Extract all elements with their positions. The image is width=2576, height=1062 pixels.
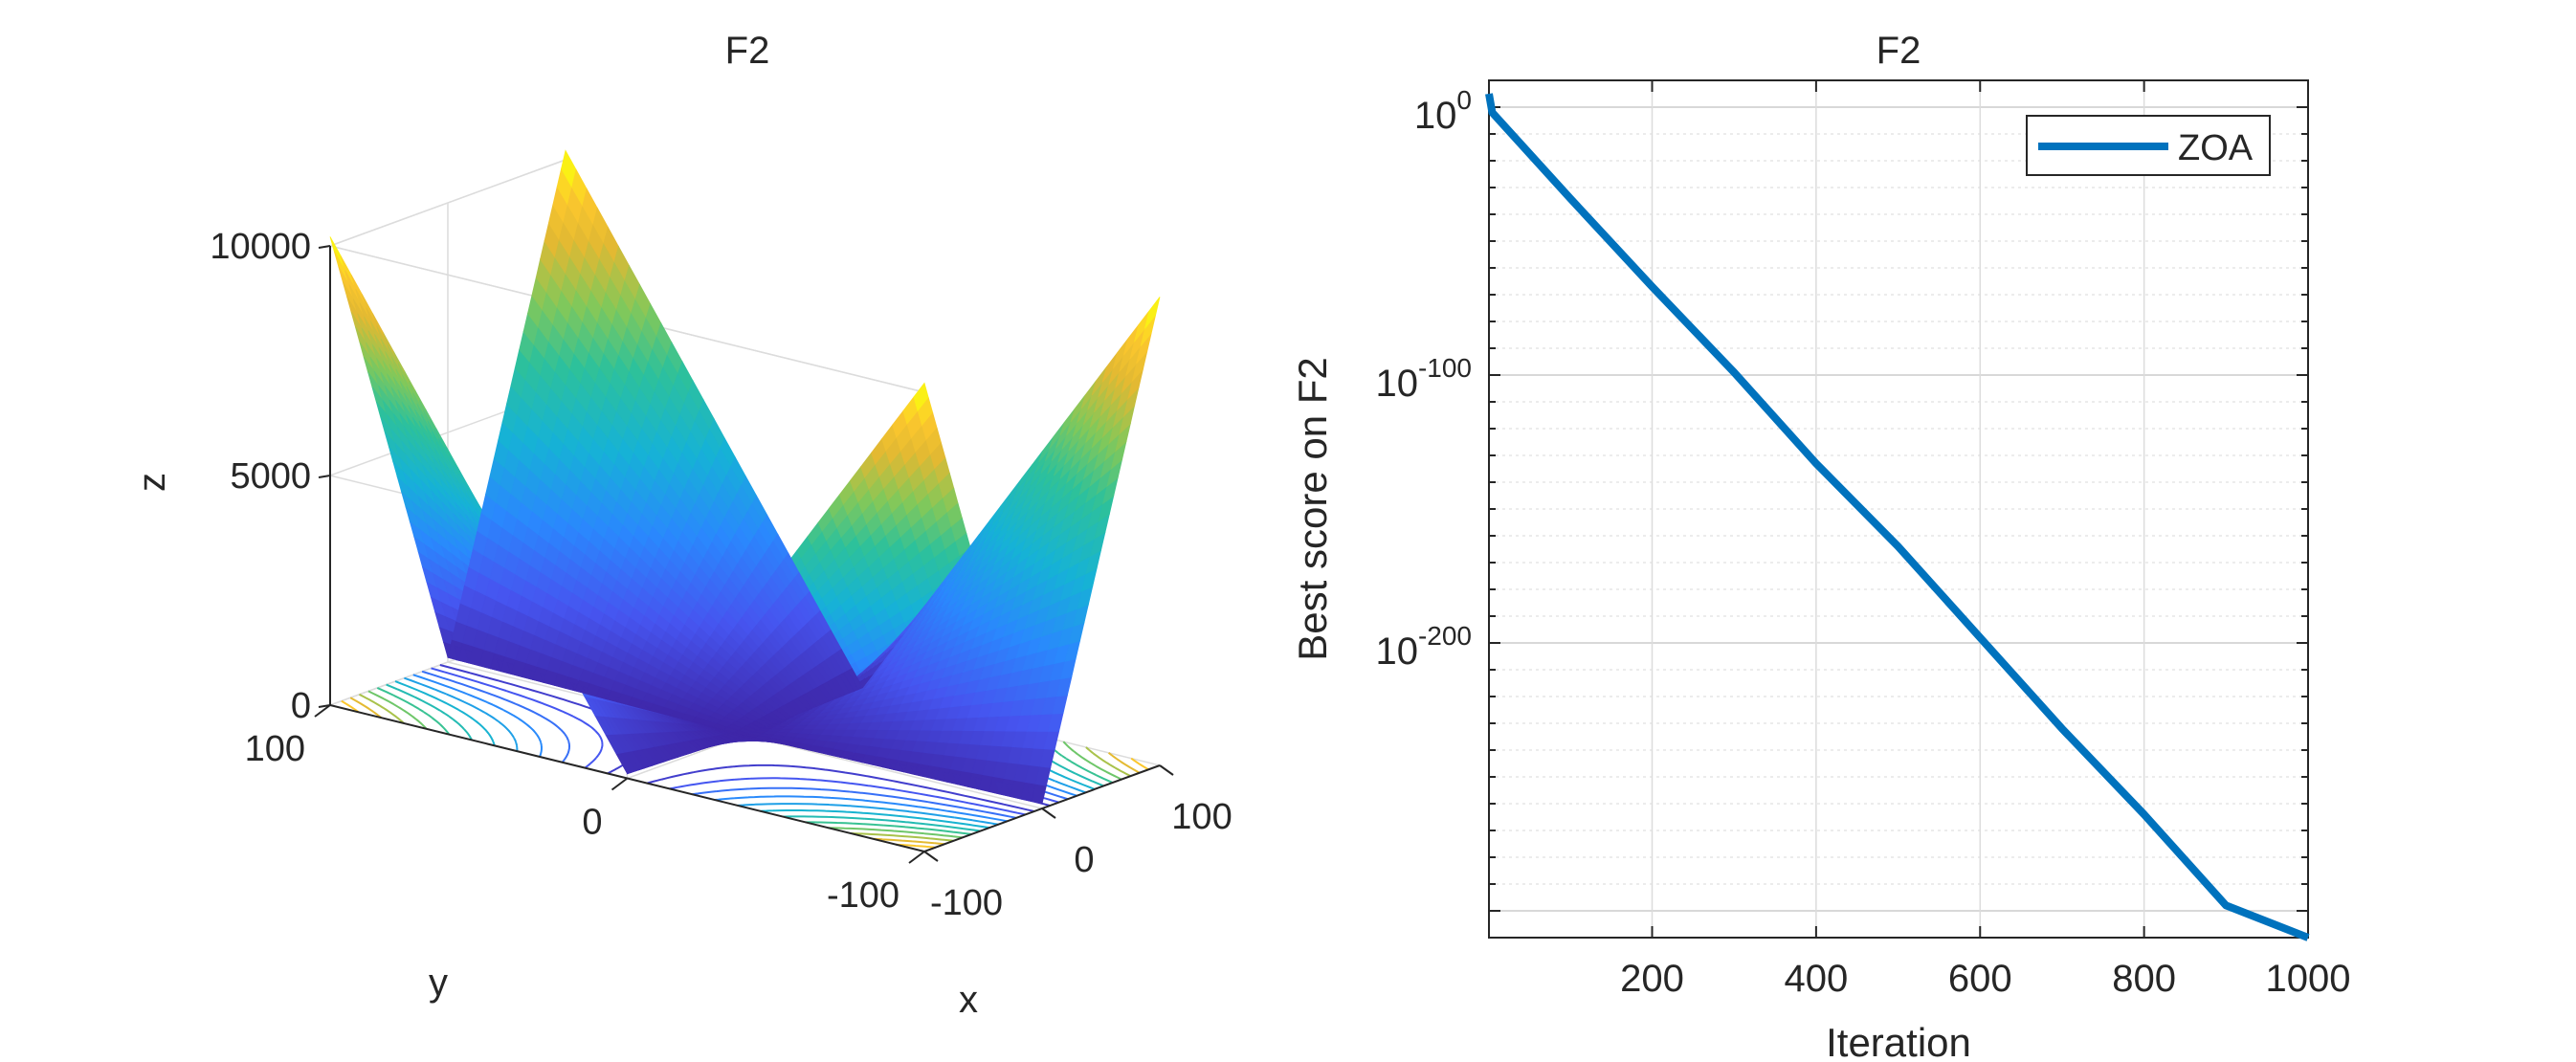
surface-x-tick: [1041, 808, 1056, 819]
legend: ZOA: [2026, 115, 2271, 176]
surface-x-tick: [1159, 764, 1174, 776]
convergence-series: [1485, 93, 2310, 941]
surface-y-tick: [314, 704, 331, 718]
surface-z-tick-label: 5000: [230, 456, 311, 497]
convergence-x-tick-label: 1000: [2266, 958, 2351, 1000]
series-line-zoa: [1485, 93, 2310, 941]
surface-axes: [314, 245, 1174, 864]
legend-label-zoa: ZOA: [2178, 128, 2254, 168]
convergence-x-label: Iteration: [1826, 1020, 1971, 1062]
surface-y-tick: [908, 851, 925, 864]
convergence-title: F2: [1876, 30, 1921, 72]
surface-z-tick: [318, 704, 331, 708]
surface-y-tick-label: 0: [582, 803, 602, 843]
surface-z-label: z: [131, 473, 173, 492]
convergence-y-label: Best score on F2: [1290, 357, 1335, 660]
convergence-ticks: 200 400 600 800 1000 100 10-100 10-200: [1375, 80, 2350, 1000]
surface-x-tick-label: -100: [930, 883, 1003, 923]
convergence-y-tick-label: 10-100: [1375, 353, 1472, 405]
surface-z-tick: [318, 245, 331, 249]
surface-z-tick: [318, 475, 331, 478]
surface-title: F2: [725, 30, 770, 72]
convergence-y-tick-label: 10-200: [1375, 621, 1472, 673]
surface-x-tick-label: 0: [1074, 840, 1094, 880]
surface-y-tick: [611, 777, 629, 791]
surface-y-tick-label: -100: [827, 875, 899, 916]
surface-x-label: x: [959, 979, 978, 1021]
surface-z-tick-label: 0: [291, 686, 311, 726]
convergence-y-tick-label: 100: [1414, 85, 1472, 137]
convergence-x-tick-label: 800: [2112, 958, 2176, 1000]
convergence-x-tick-label: 600: [1948, 958, 2012, 1000]
convergence-plot: 200 400 600 800 1000 100 10-100 10-200 F2 Itera…: [1290, 30, 2350, 1062]
surface-face: [1144, 297, 1161, 329]
surface-y-label: y: [429, 962, 448, 1004]
surface-x-tick-label: 100: [1171, 797, 1232, 837]
convergence-grid: [1489, 80, 2309, 939]
surface-y-tick-label: 100: [245, 729, 305, 769]
surface-x-tick: [923, 851, 939, 862]
surface-mesh: [329, 149, 1161, 805]
surface-z-tick-label: 10000: [210, 227, 311, 267]
convergence-x-tick-label: 400: [1785, 958, 1849, 1000]
convergence-x-tick-label: 200: [1620, 958, 1684, 1000]
